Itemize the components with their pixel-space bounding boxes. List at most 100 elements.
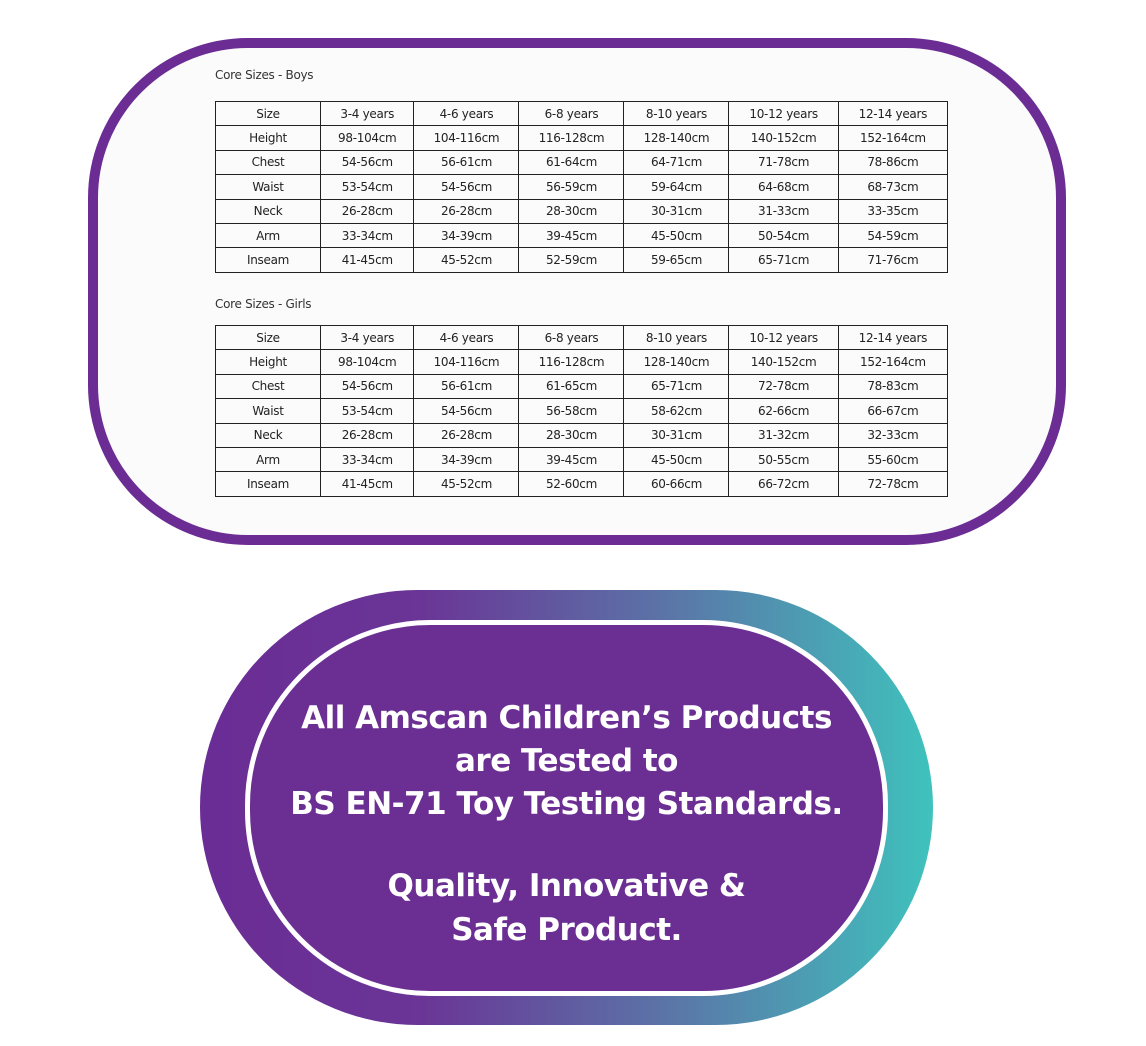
table-row: Waist 53-54cm 54-56cm 56-59cm 59-64cm 64-68cm… [215,174,949,200]
table-cell: 3-4 years [319,100,415,127]
table-cell: 55-60cm [837,446,949,473]
table-cell: 50-54cm [728,222,839,249]
table-cell: 116-128cm [518,349,625,375]
row-header: Waist [215,398,321,424]
table-cell: 30-31cm [623,198,730,224]
table-cell: 71-76cm [837,247,949,273]
table-cell: 30-31cm [623,422,730,448]
table-title: Core Sizes - Boys [215,68,314,82]
table-cell: 116-128cm [518,125,625,151]
table-cell: 128-140cm [623,125,730,151]
badge-line: All Amscan Children’s Products [301,700,832,736]
table-row: Arm 33-34cm 34-39cm 39-45cm 45-50cm 50-55cm 55… [215,446,949,473]
table-cell: 71-78cm [728,149,839,176]
table-cell: 54-59cm [837,222,949,249]
table-cell: 33-34cm [319,222,415,249]
size-table: Size 3-4 years 4-6 years 6-8 years 8-10 year… [215,324,949,497]
table-cell: 65-71cm [728,247,839,273]
table-cell: 33-34cm [319,446,415,473]
row-header: Size [215,100,321,127]
table-row: Inseam 41-45cm 45-52cm 52-59cm 59-65cm 65-71c… [215,247,949,273]
badge-inner [245,620,888,996]
row-header: Inseam [215,471,321,497]
table-cell: 12-14 years [837,100,949,127]
table-cell: 12-14 years [837,324,949,351]
table-cell: 45-50cm [623,222,730,249]
table-cell: 52-59cm [518,247,625,273]
table-cell: 98-104cm [319,125,415,151]
table-cell: 72-78cm [728,373,839,400]
badge-line: Quality, Innovative & [387,868,746,904]
table-cell: 45-52cm [413,471,520,497]
table-title: Core Sizes - Girls [215,297,312,311]
badge-line: BS EN-71 Toy Testing Standards. [290,786,843,822]
table-cell: 53-54cm [319,398,415,424]
table-cell: 58-62cm [623,398,730,424]
table-cell: 61-65cm [518,373,625,400]
table-cell: 140-152cm [728,349,839,375]
table-cell: 26-28cm [319,422,415,448]
table-cell: 60-66cm [623,471,730,497]
table-cell: 65-71cm [623,373,730,400]
table-cell: 64-71cm [623,149,730,176]
table-cell: 59-64cm [623,174,730,200]
table-row: Neck 26-28cm 26-28cm 28-30cm 30-31cm 31-33cm 3… [215,198,949,224]
table-cell: 26-28cm [413,198,520,224]
table-row: Waist 53-54cm 54-56cm 56-58cm 58-62cm 62-66cm… [215,398,949,424]
table-cell: 66-72cm [728,471,839,497]
table-cell: 39-45cm [518,446,625,473]
table-cell: 61-64cm [518,149,625,176]
table-row: Arm 33-34cm 34-39cm 39-45cm 45-50cm 50-54cm 54… [215,222,949,249]
table-cell: 26-28cm [413,422,520,448]
table-cell: 56-61cm [413,149,520,176]
table-cell: 68-73cm [837,174,949,200]
table-row: Height 98-104cm 104-116cm 116-128cm 128-140c… [215,349,949,375]
table-row: Chest 54-56cm 56-61cm 61-64cm 64-71cm 71-78cm… [215,149,949,176]
table-cell: 28-30cm [518,422,625,448]
table-cell: 56-59cm [518,174,625,200]
table-cell: 52-60cm [518,471,625,497]
table-cell: 34-39cm [413,446,520,473]
table-cell: 32-33cm [837,422,949,448]
table-cell: 152-164cm [837,349,949,375]
table-cell: 34-39cm [413,222,520,249]
row-header: Arm [215,446,321,473]
size-table: Size 3-4 years 4-6 years 6-8 years 8-10 year… [215,100,949,273]
row-header: Inseam [215,247,321,273]
table-cell: 54-56cm [319,373,415,400]
table-cell: 31-33cm [728,198,839,224]
row-header: Size [215,324,321,351]
row-header: Arm [215,222,321,249]
table-cell: 26-28cm [319,198,415,224]
table-cell: 50-55cm [728,446,839,473]
table-cell: 152-164cm [837,125,949,151]
table-cell: 104-116cm [413,349,520,375]
table-cell: 64-68cm [728,174,839,200]
table-cell: 98-104cm [319,349,415,375]
table-body: Size 3-4 years 4-6 years 6-8 years 8-10 year… [215,100,949,273]
table-row: Inseam 41-45cm 45-52cm 52-60cm 60-66cm 66-72c… [215,471,949,497]
table-cell: 78-83cm [837,373,949,400]
table-cell: 56-58cm [518,398,625,424]
row-header: Neck [215,422,321,448]
table-cell: 54-56cm [413,398,520,424]
table-cell: 45-52cm [413,247,520,273]
row-header: Neck [215,198,321,224]
table-row: Chest 54-56cm 56-61cm 61-65cm 65-71cm 72-78cm… [215,373,949,400]
row-header: Waist [215,174,321,200]
table-cell: 10-12 years [728,324,839,351]
table-cell: 10-12 years [728,100,839,127]
badge-line: are Tested to [455,743,678,779]
table-cell: 56-61cm [413,373,520,400]
table-cell: 66-67cm [837,398,949,424]
table-cell: 6-8 years [518,324,625,351]
table-cell: 72-78cm [837,471,949,497]
table-cell: 53-54cm [319,174,415,200]
row-header: Chest [215,149,321,176]
table-row: Height 98-104cm 104-116cm 116-128cm 128-140c… [215,125,949,151]
table-cell: 31-32cm [728,422,839,448]
row-header: Height [215,349,321,375]
table-cell: 54-56cm [319,149,415,176]
table-cell: 78-86cm [837,149,949,176]
